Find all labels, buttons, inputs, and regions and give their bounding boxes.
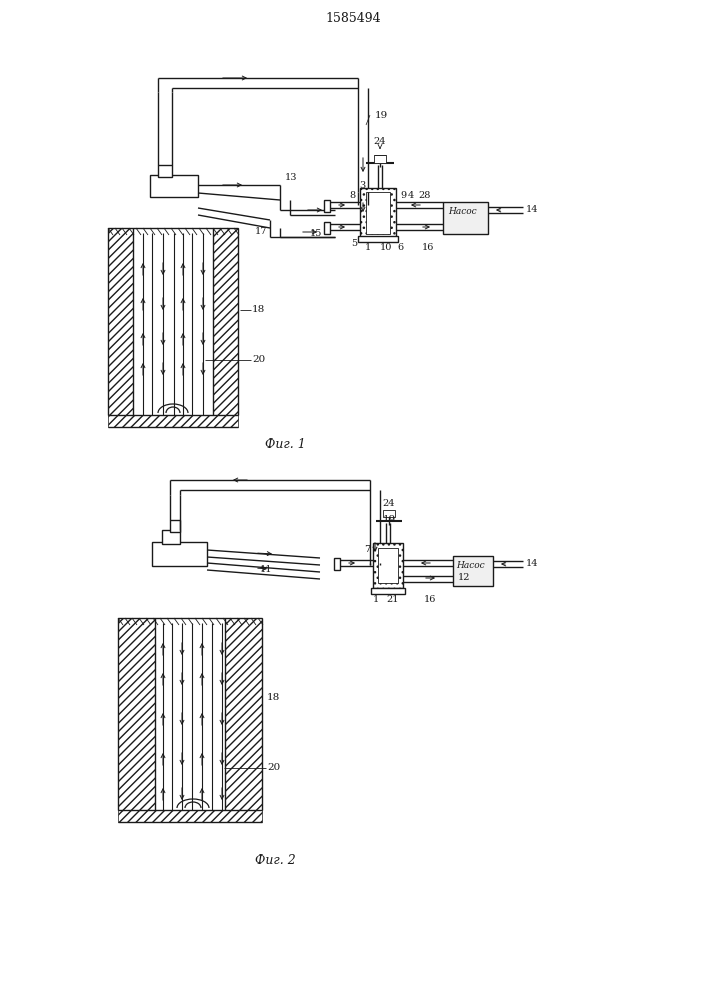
Text: 12: 12 bbox=[458, 574, 470, 582]
Bar bbox=[162, 530, 180, 544]
Text: 16: 16 bbox=[422, 243, 434, 252]
Text: 19: 19 bbox=[375, 110, 388, 119]
Bar bbox=[383, 510, 395, 517]
Text: 4: 4 bbox=[408, 192, 414, 200]
Text: 21: 21 bbox=[387, 595, 399, 604]
Text: 9: 9 bbox=[400, 192, 406, 200]
Bar bbox=[324, 222, 330, 234]
Text: 14: 14 bbox=[526, 560, 539, 568]
Bar bbox=[358, 236, 398, 242]
Bar bbox=[108, 228, 133, 415]
Bar bbox=[225, 618, 262, 810]
Bar bbox=[324, 200, 330, 212]
Text: 11: 11 bbox=[260, 566, 272, 574]
Bar bbox=[150, 175, 198, 197]
Text: 5: 5 bbox=[351, 239, 357, 248]
Text: 1585494: 1585494 bbox=[325, 11, 381, 24]
Text: 17: 17 bbox=[255, 228, 267, 236]
Text: 18: 18 bbox=[267, 694, 280, 702]
Text: 20: 20 bbox=[252, 356, 265, 364]
Bar bbox=[334, 558, 340, 570]
Bar bbox=[453, 556, 493, 586]
Bar bbox=[170, 520, 180, 532]
Bar bbox=[118, 810, 262, 822]
Text: 24: 24 bbox=[374, 137, 386, 146]
Text: 14: 14 bbox=[526, 206, 539, 215]
Bar bbox=[371, 588, 405, 594]
Text: 1: 1 bbox=[365, 243, 371, 252]
Bar bbox=[108, 415, 238, 427]
Text: 1: 1 bbox=[373, 595, 379, 604]
Text: 6: 6 bbox=[397, 243, 403, 252]
Bar bbox=[213, 228, 238, 415]
Bar bbox=[373, 543, 403, 588]
Text: 15: 15 bbox=[310, 230, 322, 238]
Text: 8: 8 bbox=[350, 192, 356, 200]
Text: 18: 18 bbox=[252, 306, 265, 314]
Text: 28: 28 bbox=[418, 192, 431, 200]
Text: 7: 7 bbox=[363, 546, 370, 554]
Text: Фиг. 1: Фиг. 1 bbox=[264, 438, 305, 452]
Bar bbox=[378, 548, 398, 583]
Bar bbox=[443, 202, 488, 234]
Text: 24: 24 bbox=[382, 498, 395, 508]
Text: 20: 20 bbox=[267, 764, 280, 772]
Text: 3: 3 bbox=[359, 180, 365, 190]
Text: Насос: Насос bbox=[448, 208, 477, 217]
Bar bbox=[360, 188, 396, 238]
Bar bbox=[118, 618, 155, 810]
Bar bbox=[152, 542, 207, 566]
Text: 19: 19 bbox=[383, 516, 396, 524]
Text: Фиг. 2: Фиг. 2 bbox=[255, 854, 296, 866]
Text: 10: 10 bbox=[380, 243, 392, 252]
Text: 16: 16 bbox=[423, 595, 436, 604]
Bar bbox=[158, 165, 172, 177]
Text: 13: 13 bbox=[285, 174, 298, 182]
Text: Насос: Насос bbox=[456, 562, 484, 570]
Bar bbox=[366, 192, 390, 234]
Bar bbox=[374, 155, 386, 163]
